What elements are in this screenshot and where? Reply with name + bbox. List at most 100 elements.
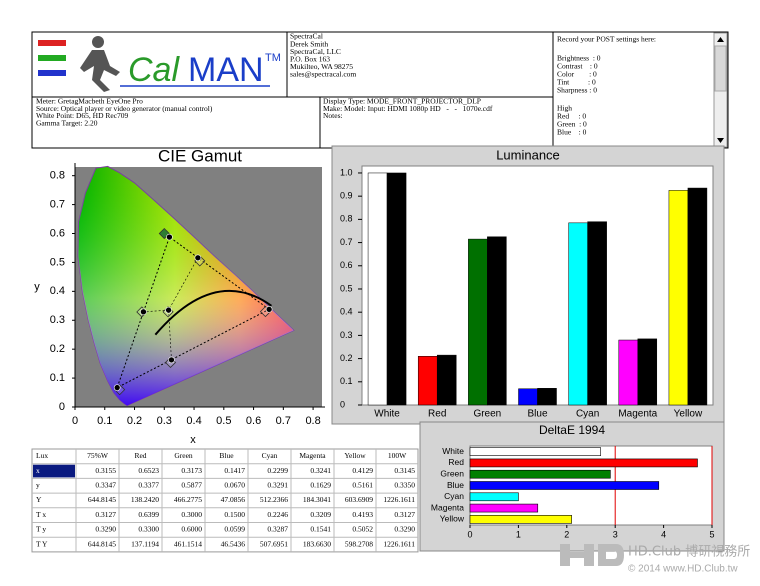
table-cell: 183.6630 [303, 539, 331, 548]
x-tick-label: 0.5 [216, 415, 231, 427]
selected-cell [33, 464, 75, 478]
bar [687, 187, 708, 406]
row-label: Y [36, 495, 42, 504]
x-tick-label: White [374, 409, 400, 420]
x-tick-label: 0.4 [186, 415, 201, 427]
x-tick-label: Magenta [618, 409, 657, 420]
x-tick-label: 0 [467, 529, 472, 539]
table-cell: 0.1541 [310, 525, 331, 534]
table-cell: 0.5052 [352, 525, 373, 534]
header-line: Contrast : 0 [557, 62, 598, 71]
bar [618, 339, 639, 406]
bar [468, 238, 488, 406]
table-cell: 0.3377 [138, 480, 159, 489]
header-line: White Point: D65, HD Rec709 [36, 111, 129, 120]
table-cell: 0.0599 [224, 525, 245, 534]
header-line: Blue : 0 [557, 128, 587, 137]
table-cell: 0.4129 [352, 466, 373, 475]
y-tick-label: 0.7 [340, 237, 353, 247]
y-tick-label: 0.9 [340, 191, 353, 201]
scroll-thumb[interactable] [714, 45, 727, 92]
x-axis-label: x [190, 434, 196, 446]
row-label: T x [36, 510, 46, 519]
table-cell: 0.3127 [95, 510, 116, 519]
header-line: Brightness : 0 [557, 54, 601, 63]
x-tick-label: 1 [516, 529, 521, 539]
measured-point [140, 308, 147, 316]
header-line: Mukilteo, WA 98275 [290, 62, 353, 71]
header-line: Red : 0 [557, 112, 586, 121]
row-label: x [36, 466, 40, 475]
x-tick-label: 0.6 [246, 415, 261, 427]
table-cell: 0.1629 [310, 480, 331, 489]
chart-title: Luminance [496, 147, 560, 162]
row-label: T Y [36, 539, 48, 548]
y-tick-label: Magenta [431, 502, 464, 512]
bar [417, 356, 438, 406]
chart-title: DeltaE 1994 [539, 423, 605, 437]
table-header: Cyan [262, 451, 278, 460]
target-point [158, 227, 170, 240]
table-cell: 0.2246 [267, 510, 288, 519]
header-line: sales@spectracal.com [290, 70, 356, 79]
bar [568, 222, 588, 406]
measured-point [265, 306, 273, 313]
x-tick-label: 5 [709, 529, 714, 539]
table-frame [31, 448, 419, 553]
table-cell: 0.3000 [181, 510, 202, 519]
table-cell: 137.1194 [131, 539, 159, 548]
spectral-locus-shade [77, 166, 294, 406]
table-cell: 0.3127 [394, 510, 415, 519]
bar [367, 172, 388, 406]
table-cell: 466.2775 [174, 495, 202, 504]
bar [537, 388, 557, 406]
header-line: Notes: [323, 111, 343, 120]
y-tick-label: 0.4 [340, 307, 353, 317]
table-header: Blue [219, 451, 234, 460]
header-frame [31, 31, 729, 149]
watermark-copyright: © 2014 www.HD.Club.tw [628, 564, 738, 575]
table-cell: 138.2420 [131, 495, 159, 504]
table-cell: 644.8145 [88, 539, 116, 548]
plot-area [361, 165, 714, 406]
table-cell: 598.2708 [345, 539, 373, 548]
y-tick-label: Red [448, 457, 464, 467]
y-tick-label: 0.8 [50, 170, 65, 182]
bar [637, 338, 658, 406]
header-line: High [557, 104, 572, 113]
table-cell: 0.4193 [352, 510, 373, 519]
bar [469, 492, 519, 502]
bar [469, 515, 572, 524]
y-tick-label: 1.0 [340, 167, 353, 177]
planckian-locus [154, 289, 273, 336]
chart-title: CIE Gamut [158, 146, 242, 165]
header-line: Derek Smith [290, 39, 328, 48]
measured-point [165, 306, 172, 314]
measured-point [194, 254, 202, 262]
x-tick-label: Green [473, 409, 501, 420]
bar [587, 221, 607, 406]
table-header: Yellow [344, 451, 366, 460]
x-tick-label: 0 [72, 415, 78, 427]
table-cell: 603.6909 [345, 495, 373, 504]
table-cell: 512.2366 [260, 495, 288, 504]
watermark-logo [560, 544, 624, 566]
table-header: Magenta [299, 451, 326, 460]
x-tick-label: 0.7 [276, 415, 291, 427]
bar [487, 236, 507, 406]
x-tick-label: 0.2 [127, 415, 142, 427]
post-title: Record your POST settings here: [557, 35, 656, 44]
table-cell: 0.3300 [138, 525, 159, 534]
logo-text: Cal [128, 51, 180, 89]
y-tick-label: 0.5 [50, 256, 65, 268]
bar [469, 503, 539, 513]
table-cell: 1226.1611 [383, 539, 415, 548]
y-tick-label: 0.5 [340, 283, 353, 293]
table-cell: 0.6399 [138, 510, 159, 519]
y-tick-label: Green [440, 468, 464, 478]
header-line: Gamma Target: 2.20 [36, 118, 98, 127]
logo-bar [38, 55, 66, 61]
y-tick-label: Blue [447, 480, 464, 490]
table-cell: 0.1500 [224, 510, 245, 519]
